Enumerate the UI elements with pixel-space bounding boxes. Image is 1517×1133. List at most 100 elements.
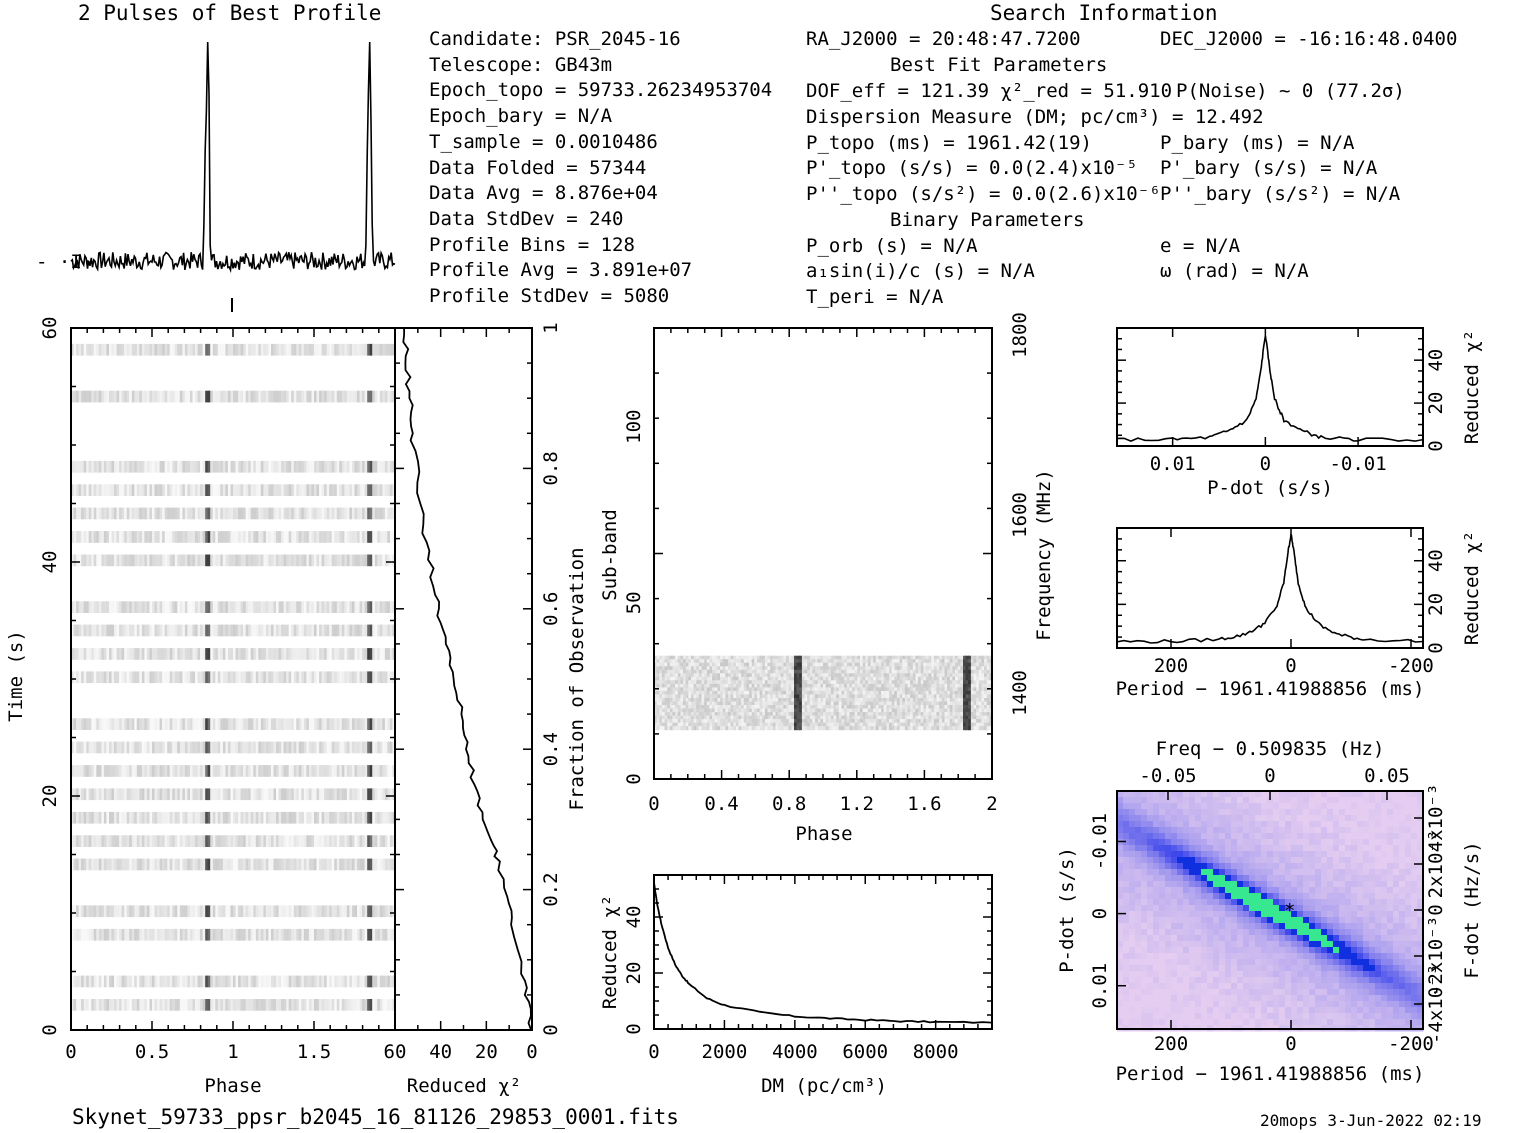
time-phase-cell: [200, 858, 204, 871]
subband-cell: [978, 676, 982, 681]
time-phase-cell: [377, 928, 381, 941]
time-phase-cell: [235, 507, 239, 520]
time-phase-cell: [255, 999, 259, 1011]
time-phase-cell: [192, 835, 196, 847]
subband-cell: [767, 708, 771, 713]
time-phase-cell: [169, 905, 173, 918]
time-phase-cell: [124, 999, 128, 1011]
time-phase-cell: [119, 765, 123, 777]
time-phase-cell: [349, 484, 353, 496]
time-phase-cell: [314, 835, 318, 847]
time-phase-cell: [339, 835, 343, 847]
subband-cell: [757, 666, 761, 671]
subband-cell: [891, 683, 895, 688]
subband-cell: [688, 669, 692, 674]
subband-cell: [762, 708, 766, 713]
time-phase-cell: [357, 484, 361, 496]
subband-cell: [910, 698, 914, 703]
time-phase-cell: [301, 601, 305, 613]
time-phase-cell: [253, 648, 257, 660]
time-phase-cell: [187, 343, 191, 356]
time-phase-cell: [369, 554, 373, 567]
time-phase-cell: [382, 554, 386, 567]
time-phase-cell: [220, 788, 224, 801]
time-phase-cell: [227, 531, 231, 543]
subband-cell: [960, 701, 964, 706]
time-phase-cell: [103, 601, 107, 613]
subband-cell: [918, 669, 922, 674]
time-phase-cell: [195, 765, 199, 777]
subband-cell: [923, 708, 927, 713]
subband-cell: [764, 680, 769, 685]
time-phase-cell: [235, 835, 239, 847]
time-phase-cell: [354, 624, 358, 637]
subband-cell: [759, 659, 763, 664]
time-phase-cell: [73, 507, 77, 520]
time-phase-cell: [329, 343, 333, 356]
subband-cell: [722, 694, 726, 699]
subband-cell: [838, 690, 842, 695]
subband-cell: [733, 673, 737, 678]
time-phase-cell: [162, 905, 166, 918]
subband-cell: [970, 705, 975, 710]
subband-cell: [754, 705, 758, 710]
subband-cell: [817, 683, 821, 688]
subband-cell: [931, 666, 935, 671]
time-phase-cell: [141, 999, 145, 1011]
time-phase-cell: [93, 460, 97, 473]
subband-cell: [738, 690, 742, 695]
time-phase-cell: [260, 507, 264, 520]
time-phase-cell: [71, 975, 75, 988]
time-phase-cell: [258, 835, 262, 847]
subband-cell: [852, 708, 856, 713]
time-phase-cell: [243, 531, 247, 543]
time-phase-cell: [207, 858, 211, 871]
subband-cell: [963, 680, 967, 685]
time-phase-cell: [230, 648, 234, 660]
subband-cell: [896, 694, 901, 699]
time-phase-cell: [352, 858, 356, 871]
time-phase-cell: [111, 671, 115, 684]
time-phase-cell: [377, 390, 381, 403]
subband-cell: [899, 705, 903, 710]
subband-cell: [920, 705, 924, 710]
subband-cell: [772, 680, 776, 685]
time-phase-cell: [76, 531, 80, 543]
time-phase-cell: [149, 999, 153, 1011]
time-phase-cell: [200, 601, 204, 613]
time-phase-cell: [298, 999, 302, 1011]
time-phase-cell: [387, 601, 391, 613]
time-phase-cell: [164, 601, 168, 613]
time-phase-cell: [164, 788, 168, 801]
subband-cell: [709, 659, 713, 664]
time-phase-cell: [298, 343, 302, 356]
time-phase-cell: [278, 718, 282, 730]
subband-cell: [841, 659, 845, 664]
time-phase-cell: [283, 975, 287, 988]
subband-cell: [791, 708, 795, 713]
subband-cell: [904, 680, 909, 685]
subband-cell: [907, 694, 911, 699]
subband-cell: [955, 659, 959, 664]
time-phase-cell: [174, 788, 178, 801]
time-phase-cell: [129, 671, 133, 684]
subband-cell: [918, 659, 922, 664]
time-phase-cell: [131, 484, 135, 496]
subband-cell: [902, 690, 906, 695]
time-phase-cell: [308, 975, 312, 988]
time-phase-cell: [349, 858, 353, 871]
time-phase-cell: [258, 788, 262, 801]
subband-cell: [896, 662, 901, 667]
time-phase-cell: [240, 765, 244, 777]
subband-cell: [873, 708, 877, 713]
subband-cell: [830, 705, 835, 710]
time-phase-cell: [281, 554, 285, 567]
subband-cell: [696, 662, 700, 667]
time-phase-cell: [263, 624, 267, 637]
subband-cell: [801, 659, 806, 664]
subband-cell: [727, 687, 732, 692]
time-phase-cell: [184, 390, 188, 403]
time-phase-cell: [349, 741, 353, 754]
subband-cell: [931, 659, 935, 664]
subband-cell: [783, 701, 787, 706]
